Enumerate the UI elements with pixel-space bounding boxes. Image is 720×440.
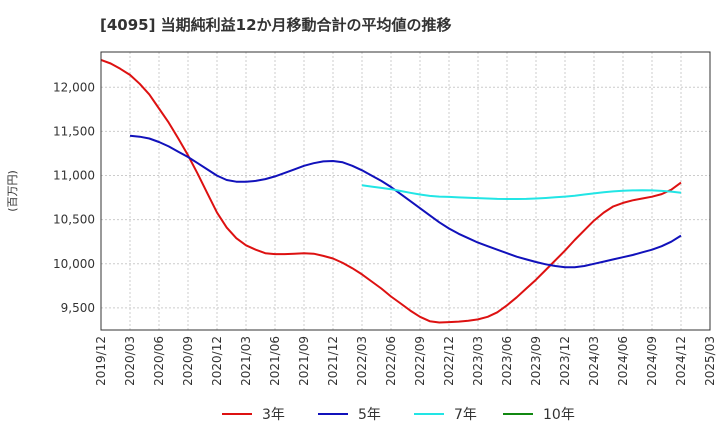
series-line-1 xyxy=(129,134,682,269)
chart-title: [4095] 当期純利益12か月移動合計の平均値の推移 xyxy=(100,16,452,34)
legend: 3年 5年 7年 10年 xyxy=(222,407,575,423)
x-tick-label: 2019/12 xyxy=(94,336,108,386)
x-tick-label: 2022/12 xyxy=(442,336,456,386)
x-tick-label: 2025/03 xyxy=(703,336,717,386)
x-tick-label: 2024/06 xyxy=(616,336,630,386)
y-tick-label: 11,500 xyxy=(53,124,95,138)
series-lines xyxy=(100,58,682,324)
x-tick-label: 2020/03 xyxy=(123,336,137,386)
x-tick-label: 2020/12 xyxy=(210,336,224,386)
legend-label-2: 7年 xyxy=(454,407,477,423)
x-tick-label: 2021/09 xyxy=(297,336,311,386)
x-tick-label: 2023/09 xyxy=(529,336,543,386)
x-tick-label: 2022/03 xyxy=(355,336,369,386)
legend-label-3: 10年 xyxy=(543,407,575,423)
x-tick-label: 2023/03 xyxy=(471,336,485,386)
x-tick-label: 2023/06 xyxy=(500,336,514,386)
y-tick-labels: 9,500 10,000 10,500 11,000 11,500 12,000 xyxy=(53,80,95,315)
series-line-2 xyxy=(361,184,682,200)
x-tick-label: 2021/12 xyxy=(326,336,340,386)
x-tick-label: 2023/12 xyxy=(558,336,572,386)
x-tick-label: 2024/03 xyxy=(587,336,601,386)
legend-label-0: 3年 xyxy=(262,407,285,423)
x-tick-label: 2024/09 xyxy=(645,336,659,386)
y-axis-label: (百万円) xyxy=(6,170,19,212)
x-tick-label: 2022/06 xyxy=(384,336,398,386)
x-tick-label: 2024/12 xyxy=(674,336,688,386)
series-line-0 xyxy=(100,58,682,324)
legend-label-1: 5年 xyxy=(358,407,381,423)
x-tick-label: 2022/09 xyxy=(413,336,427,386)
y-tick-label: 11,000 xyxy=(53,169,95,183)
x-tick-label: 2020/06 xyxy=(152,336,166,386)
x-tick-label: 2020/09 xyxy=(181,336,195,386)
y-tick-label: 12,000 xyxy=(53,80,95,94)
x-tick-label: 2021/03 xyxy=(239,336,253,386)
grid-lines xyxy=(101,52,710,330)
x-tick-label: 2021/06 xyxy=(268,336,282,386)
x-tick-labels: 2019/12 2020/03 2020/06 2020/09 2020/12 2021/… xyxy=(94,336,717,386)
y-tick-label: 10,500 xyxy=(53,213,95,227)
y-tick-label: 10,000 xyxy=(53,257,95,271)
y-tick-label: 9,500 xyxy=(61,301,95,315)
plot-border xyxy=(100,51,711,331)
